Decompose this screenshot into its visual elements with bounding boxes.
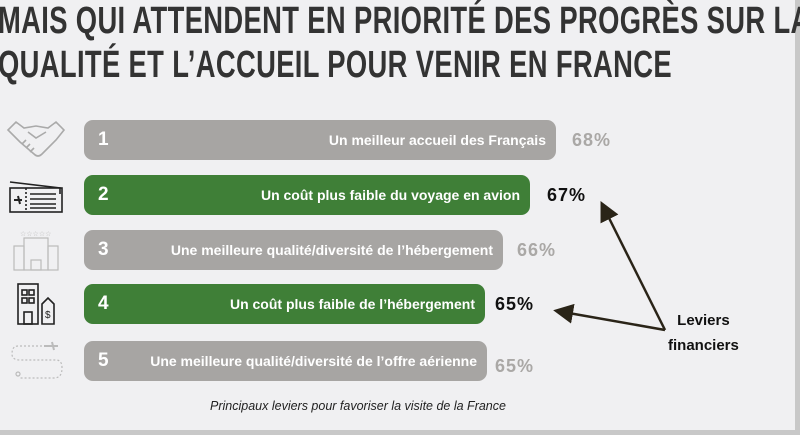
lever-bar-5: 5 Une meilleure qualité/diversité de l’o…	[84, 341, 487, 381]
arrow-to-item-4	[553, 303, 666, 332]
caption: Principaux leviers pour favoriser la vis…	[210, 399, 506, 413]
percent-3: 66%	[517, 240, 557, 260]
building-price-tag-icon: $	[17, 283, 55, 325]
plane-ticket-icon	[9, 181, 63, 213]
rank: 1	[98, 129, 109, 150]
annotation-line-2: financiers	[668, 337, 739, 354]
flight-route-icon	[11, 341, 63, 379]
financial-levers-annotation: Leviers financiers	[668, 308, 739, 358]
svg-text:$: $	[45, 310, 51, 321]
hotel-icon: ☆☆☆☆☆	[13, 230, 59, 271]
percent-4: 65%	[495, 294, 535, 314]
rank: 5	[98, 350, 109, 371]
rank: 2	[98, 184, 109, 205]
title-line-1: MAIS QUI ATTENDENT EN PRIORITÉ DES PROGR…	[0, 0, 800, 42]
svg-text:☆☆☆☆☆: ☆☆☆☆☆	[20, 230, 51, 238]
handshake-icon	[6, 120, 66, 157]
lever-label: Un coût plus faible du voyage en avion	[260, 187, 520, 203]
percent-5: 65%	[495, 356, 535, 376]
lever-bar-1: 1 Un meilleur accueil des Français	[84, 120, 556, 160]
lever-label: Un meilleur accueil des Français	[328, 132, 546, 148]
percent-1: 68%	[572, 130, 612, 150]
lever-label: Une meilleure qualité/diversité de l’héb…	[170, 242, 493, 258]
rank: 4	[98, 293, 109, 314]
annotation-line-1: Leviers	[677, 312, 730, 329]
lever-bar-2: 2 Un coût plus faible du voyage en avion	[84, 175, 530, 215]
arrow-to-item-2	[600, 201, 667, 331]
lever-label: Une meilleure qualité/diversité de l’off…	[150, 353, 477, 369]
lever-label: Un coût plus faible de l’hébergement	[229, 296, 475, 312]
percent-2: 67%	[547, 185, 587, 205]
rank: 3	[98, 239, 109, 260]
lever-bar-3: 3 Une meilleure qualité/diversité de l’h…	[84, 230, 503, 270]
title-line-2: QUALITÉ ET L’ACCUEIL POUR VENIR EN FRANC…	[0, 44, 672, 86]
lever-bar-4: 4 Un coût plus faible de l’hébergement	[84, 284, 485, 324]
